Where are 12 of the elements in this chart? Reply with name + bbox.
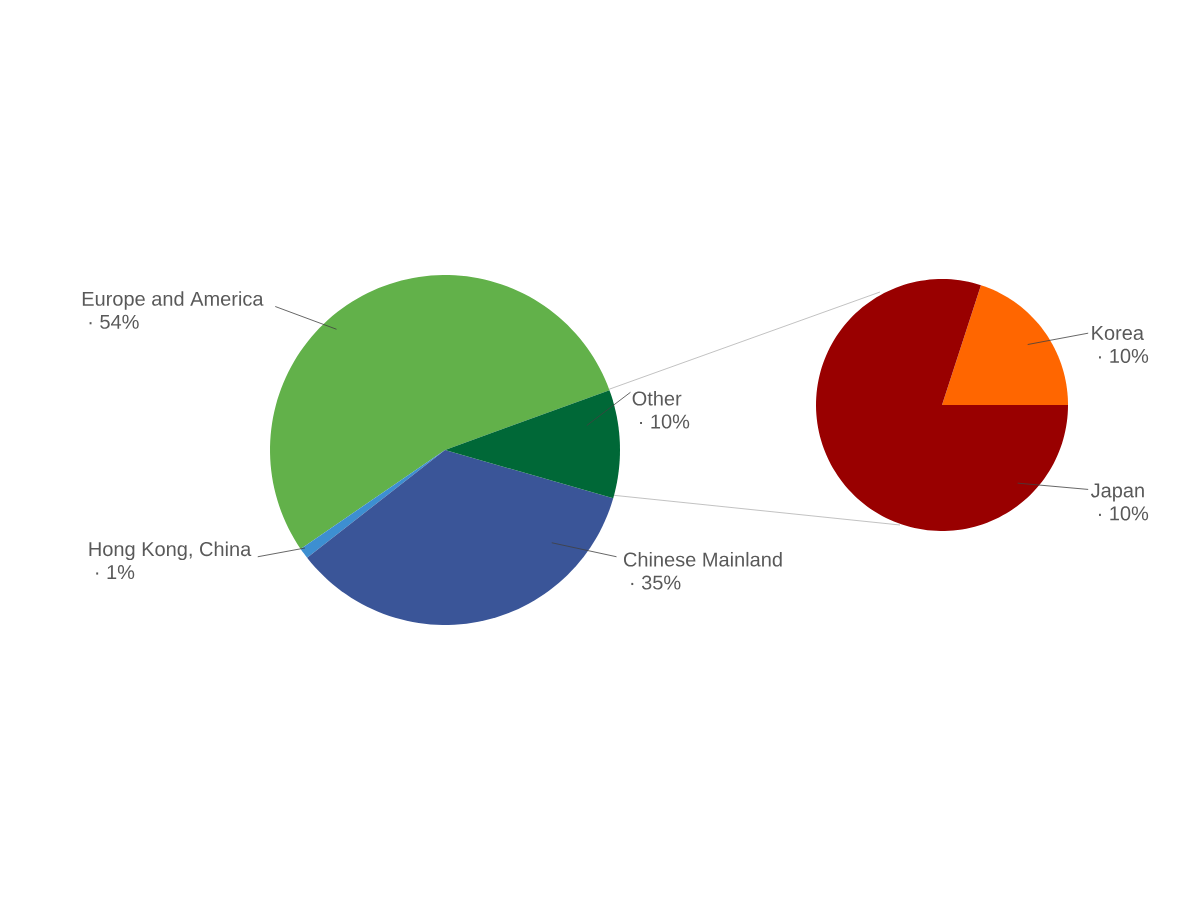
data-label: · 35% [631, 575, 681, 590]
slice-label: Europe and America [82, 291, 264, 310]
data-label: · 10% [640, 414, 690, 429]
slice-label: Hong Kong, China [89, 541, 252, 561]
data-label: · 1% [96, 565, 135, 580]
text: · 10% [1099, 506, 1149, 521]
data-label: · 54% [89, 314, 139, 329]
text: · 10% [1099, 348, 1149, 363]
slice-label: Korea [1092, 326, 1144, 340]
slice-label: Other [632, 390, 682, 406]
slice-label: Japan [1090, 483, 1144, 502]
slice-label: Chinese Mainland [623, 551, 782, 567]
